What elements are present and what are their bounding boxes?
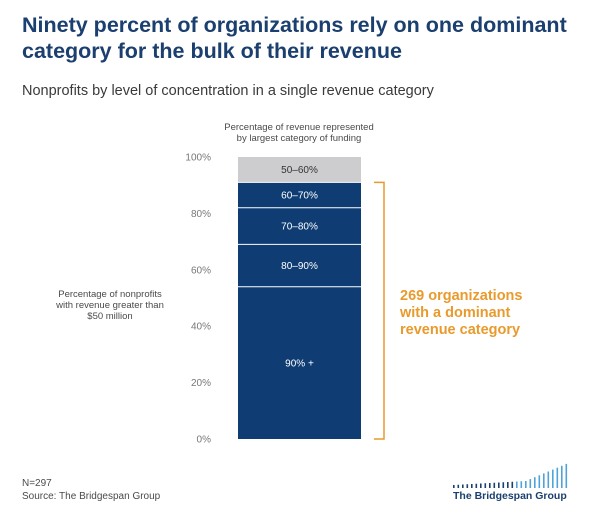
sample-size: N=297	[22, 478, 52, 489]
logo-bar	[453, 485, 455, 488]
logo-bar	[493, 482, 496, 488]
logo-bar	[561, 465, 563, 488]
x-axis-label-line: Percentage of revenue represented	[224, 122, 373, 133]
y-axis-label-line: Percentage of nonprofits	[58, 289, 162, 300]
segment-label: 50–60%	[281, 165, 318, 176]
logo-bar	[480, 483, 482, 488]
logo-text: The Bridgespan Group	[453, 490, 567, 502]
annotation-line: revenue category	[400, 322, 520, 338]
logo-bar	[547, 471, 550, 488]
logo-bar	[565, 463, 568, 488]
y-axis-label-line: with revenue greater than	[55, 300, 164, 311]
footer: N=297 Source: The Bridgespan Group	[22, 477, 160, 503]
annotation-bracket	[374, 181, 385, 440]
x-axis-label-line: by largest category of funding	[237, 133, 362, 144]
y-tick-label: 100%	[185, 153, 211, 164]
segment-label: 80–90%	[281, 261, 318, 272]
y-axis-ticks: 0% 20% 40% 60% 80% 100%	[185, 153, 211, 446]
annotation-line: with a dominant	[399, 305, 511, 321]
logo-bar	[462, 484, 464, 488]
source-note: Source: The Bridgespan Group	[22, 491, 161, 502]
bridgespan-logo: The Bridgespan Group	[453, 460, 573, 504]
y-tick-label: 80%	[191, 209, 211, 220]
bar-segment	[238, 244, 361, 287]
chart-title: Ninety percent of organizations rely on …	[22, 13, 567, 63]
segment-label: 70–80%	[281, 222, 318, 233]
stacked-bar: 90% + 80–90% 70–80% 60–70% 50–60%	[238, 157, 361, 439]
segment-label: 60–70%	[281, 191, 318, 202]
logo-bar	[484, 483, 487, 488]
logo-bar	[543, 473, 545, 488]
y-tick-label: 40%	[191, 322, 211, 333]
segment-label: 90% +	[285, 358, 314, 369]
bar-segment	[238, 286, 361, 439]
bar-segment	[238, 157, 361, 183]
annotation-line: 269 organizations	[400, 288, 522, 304]
logo-bar	[552, 469, 554, 488]
logo-bar	[538, 475, 541, 488]
logo-bar	[466, 484, 469, 488]
logo-bar	[525, 481, 527, 488]
logo-bar	[471, 484, 473, 488]
logo-bar	[556, 467, 559, 488]
logo-bar	[529, 479, 532, 488]
logo-bar	[498, 482, 500, 488]
chart-subtitle: Nonprofits by level of concentration in …	[22, 83, 434, 99]
bracket-line	[374, 181, 385, 440]
y-tick-label: 20%	[191, 378, 211, 389]
y-axis-label-line: $50 million	[87, 311, 132, 322]
bar-segment	[238, 207, 361, 245]
logo-bar	[520, 481, 523, 488]
logo-bar	[502, 482, 505, 488]
logo-bar	[534, 477, 536, 488]
logo-bar	[511, 481, 514, 488]
y-tick-label: 0%	[197, 435, 212, 446]
logo-bar	[475, 483, 478, 488]
logo-bar	[516, 481, 518, 488]
bar-segment	[238, 182, 361, 208]
logo-bar	[507, 482, 509, 488]
logo-bars-icon	[453, 463, 568, 488]
logo-bar	[489, 483, 491, 488]
y-tick-label: 60%	[191, 265, 211, 276]
logo-bar	[457, 484, 460, 488]
